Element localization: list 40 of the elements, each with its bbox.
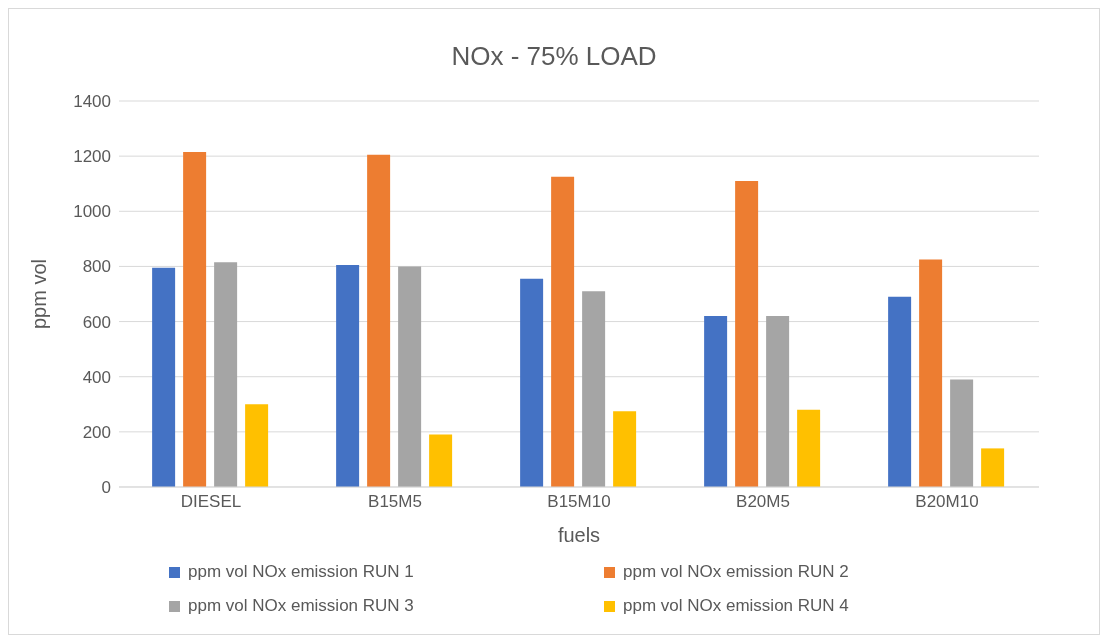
y-tick-label: 600 [82, 312, 111, 332]
legend-label: ppm vol NOx emission RUN 2 [623, 562, 849, 582]
legend-label: ppm vol NOx emission RUN 3 [188, 596, 414, 616]
legend-label: ppm vol NOx emission RUN 4 [623, 596, 849, 616]
bar [704, 316, 728, 487]
bar [245, 404, 269, 487]
y-axis-title: ppm vol [28, 258, 51, 330]
bar [429, 434, 453, 487]
y-tick-label: 800 [82, 257, 111, 277]
bar [183, 152, 207, 487]
y-tick-label: 0 [101, 478, 111, 498]
bar [551, 176, 575, 487]
bar [398, 266, 422, 487]
bar [981, 448, 1005, 487]
bar [919, 259, 943, 487]
x-tick-label: B15M10 [547, 492, 611, 512]
bar [520, 278, 544, 487]
bar [367, 154, 391, 487]
bar [766, 316, 790, 487]
x-tick-label: B20M10 [915, 492, 979, 512]
chart-title: NOx - 75% LOAD [450, 40, 658, 73]
y-tick-label: 1200 [73, 147, 111, 167]
x-tick-label: B20M5 [736, 492, 790, 512]
y-tick-label: 400 [82, 367, 111, 387]
legend-label: ppm vol NOx emission RUN 1 [188, 562, 414, 582]
bar [888, 296, 912, 487]
bar [152, 267, 176, 487]
bar [735, 180, 759, 487]
bar [613, 411, 637, 487]
bar [797, 409, 821, 487]
y-tick-label: 1400 [73, 92, 111, 112]
bar [336, 265, 360, 487]
y-tick-label: 1000 [73, 202, 111, 222]
bar [950, 379, 974, 487]
bar [582, 291, 606, 487]
bar [214, 262, 238, 487]
x-tick-label: B15M5 [368, 492, 422, 512]
x-axis-title: fuels [557, 524, 601, 546]
y-tick-label: 200 [82, 422, 111, 442]
x-tick-label: DIESEL [180, 492, 242, 512]
